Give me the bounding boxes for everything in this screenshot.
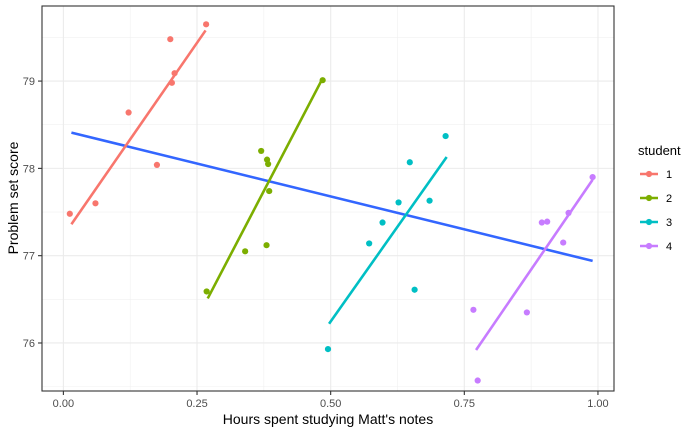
legend-key-point — [645, 170, 653, 178]
data-point-student-1 — [66, 210, 73, 217]
data-point-student-4 — [560, 239, 567, 246]
data-point-student-4 — [565, 209, 572, 217]
grid-layer — [42, 6, 614, 391]
data-point-student-2 — [258, 147, 265, 155]
data-point-student-3 — [379, 219, 386, 226]
x-tick-label: 1.00 — [587, 398, 608, 410]
legend-key-point — [645, 218, 653, 226]
data-point-student-4 — [538, 219, 545, 226]
fit-line-student-1 — [70, 29, 207, 225]
data-point-student-2 — [203, 288, 210, 295]
data-point-student-3 — [324, 345, 332, 353]
fit-line-student-3 — [328, 156, 448, 325]
legend-items: 1 2 3 4 — [638, 163, 672, 257]
axis-layer: 0.00 0.25 0.50 0.75 1.00 76 77 78 79 — [23, 76, 609, 410]
legend-label-student-2: 2 — [666, 193, 672, 205]
data-point-student-3 — [426, 197, 433, 204]
data-point-student-4 — [523, 309, 530, 316]
plot-border — [41, 5, 615, 392]
y-tick-label: 79 — [23, 76, 35, 88]
point-layer — [66, 21, 596, 384]
data-point-student-2 — [266, 187, 273, 195]
data-point-student-3 — [442, 132, 449, 140]
legend-key-point — [645, 242, 653, 250]
data-point-student-2 — [242, 248, 249, 255]
legend-label-student-1: 1 — [666, 169, 672, 181]
x-axis-title: Hours spent studying Matt's notes — [223, 411, 433, 427]
legend-key-point — [645, 194, 653, 202]
data-point-student-3 — [411, 286, 418, 293]
x-tick-label: 0.00 — [53, 398, 74, 410]
fit-layer — [70, 29, 594, 351]
data-point-student-3 — [366, 240, 373, 247]
data-point-student-1 — [168, 79, 176, 86]
data-point-student-1 — [167, 36, 174, 43]
data-point-student-1 — [153, 161, 161, 168]
y-tick-label: 77 — [23, 251, 35, 263]
overall-fit-line — [71, 131, 593, 263]
y-axis-title: Problem set score — [5, 141, 21, 254]
plot-panel — [42, 6, 614, 391]
data-point-student-3 — [395, 199, 402, 206]
data-point-student-4 — [544, 218, 551, 225]
data-point-student-1 — [171, 70, 178, 77]
legend-title: student — [638, 143, 681, 158]
data-point-student-4 — [470, 306, 477, 313]
x-tick-label: 0.50 — [320, 398, 341, 410]
x-tick-label: 0.75 — [454, 398, 475, 410]
data-point-student-1 — [203, 21, 210, 28]
fit-line-student-4 — [475, 178, 594, 351]
legend: student 1 2 3 4 — [638, 143, 681, 257]
data-point-student-2 — [263, 242, 270, 249]
x-tick-label: 0.25 — [186, 398, 207, 410]
legend-label-student-3: 3 — [666, 217, 672, 229]
data-point-student-2 — [265, 160, 272, 168]
data-point-student-4 — [589, 174, 596, 181]
y-tick-label: 78 — [23, 163, 35, 175]
data-point-student-1 — [125, 109, 132, 116]
data-point-student-1 — [92, 200, 99, 207]
data-point-student-2 — [319, 77, 326, 84]
data-point-student-3 — [406, 159, 413, 166]
fit-line-student-2 — [206, 78, 324, 300]
data-point-student-4 — [474, 377, 481, 384]
y-tick-label: 76 — [23, 338, 35, 350]
legend-label-student-4: 4 — [666, 241, 672, 253]
